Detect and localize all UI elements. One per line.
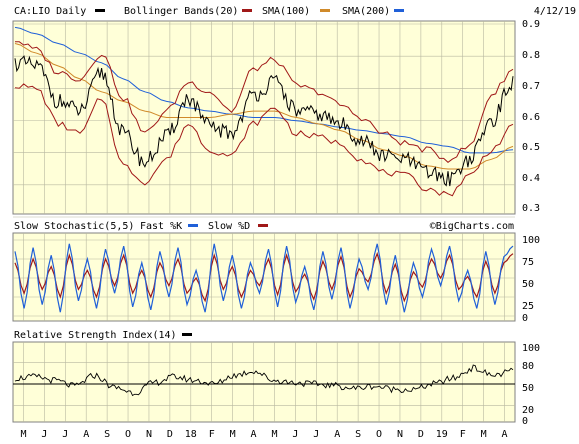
price-y-axis: 0.9 0.8 0.7 0.6 0.5 0.4 0.3 [522, 19, 540, 214]
bigcharts-watermark: ©BigCharts.com [430, 221, 514, 232]
x-label: A [502, 429, 508, 440]
stochastic-title: Slow Stochastic(5,5) [14, 221, 134, 232]
x-label: O [125, 429, 131, 440]
x-label: A [334, 429, 340, 440]
price-line [14, 55, 514, 187]
x-label: N [397, 429, 403, 440]
x-label: F [209, 429, 215, 440]
bollinger-upper-line [15, 41, 514, 163]
x-label: S [104, 429, 110, 440]
legend-sma200-label: SMA(200) [342, 6, 390, 17]
stochastic-y-axis: 100 75 50 25 0 [522, 235, 540, 324]
rsi-tick-3: 20 [522, 405, 534, 416]
price-tick-1: 0.8 [522, 50, 540, 61]
x-label: A [251, 429, 257, 440]
price-tick-4: 0.5 [522, 142, 540, 153]
x-label: M [230, 429, 236, 440]
x-label: N [146, 429, 152, 440]
x-label: J [41, 429, 47, 440]
legend-sma100-swatch [320, 9, 330, 12]
legend-sma100-label: SMA(100) [262, 6, 310, 17]
rsi-panel [12, 341, 516, 423]
stochastic-slow-swatch [258, 224, 268, 227]
stoch-tick-3: 25 [522, 301, 534, 312]
rsi-y-axis: 100 80 50 20 0 [522, 343, 540, 427]
price-tick-6: 0.3 [522, 203, 540, 214]
x-label: J [313, 429, 319, 440]
rsi-swatch [182, 333, 192, 336]
stochastic-fast-swatch [188, 224, 198, 227]
x-label: F [460, 429, 466, 440]
x-label: M [20, 429, 26, 440]
rsi-line [14, 364, 514, 397]
stoch-tick-4: 0 [522, 313, 528, 324]
x-label: M [271, 429, 277, 440]
stoch-tick-1: 75 [522, 257, 534, 268]
ticker-label: CA:LIO Daily [14, 6, 86, 17]
x-label: 18 [185, 429, 197, 440]
stochastic-fast-label: Fast %K [140, 221, 182, 232]
price-tick-0: 0.9 [522, 19, 540, 30]
x-axis-labels: M J J A S O N D 18 F M A M J J A S O N D 19 F M A [20, 429, 507, 440]
rsi-title: Relative Strength Index(14) [14, 330, 177, 341]
x-label: S [355, 429, 361, 440]
price-tick-5: 0.4 [522, 173, 540, 184]
sma100-line [14, 43, 514, 170]
price-tick-3: 0.6 [522, 112, 540, 123]
legend-bollinger-swatch [242, 9, 252, 12]
x-label: J [292, 429, 298, 440]
price-tick-2: 0.7 [522, 81, 540, 92]
rsi-tick-0: 100 [522, 343, 540, 354]
x-label: M [481, 429, 487, 440]
rsi-tick-2: 50 [522, 383, 534, 394]
x-label: 19 [436, 429, 448, 440]
rsi-tick-4: 0 [522, 416, 528, 427]
price-legend-swatch [95, 9, 105, 12]
bollinger-lower-line [14, 83, 514, 197]
x-label: D [167, 429, 173, 440]
legend-sma200-swatch [394, 9, 404, 12]
stochastic-fast-line [14, 243, 514, 313]
x-label: J [62, 429, 68, 440]
legend-bollinger-label: Bollinger Bands(20) [124, 6, 238, 17]
sma200-line [14, 26, 514, 154]
stochastic-slow-label: Slow %D [208, 221, 250, 232]
stoch-tick-2: 50 [522, 279, 534, 290]
rsi-tick-1: 80 [522, 361, 534, 372]
x-label: O [376, 429, 382, 440]
series-lines [14, 26, 514, 397]
grid-lines [13, 21, 515, 422]
x-label: A [83, 429, 89, 440]
chart-date: 4/12/19 [534, 6, 576, 17]
x-label: D [418, 429, 424, 440]
stoch-tick-0: 100 [522, 235, 540, 246]
